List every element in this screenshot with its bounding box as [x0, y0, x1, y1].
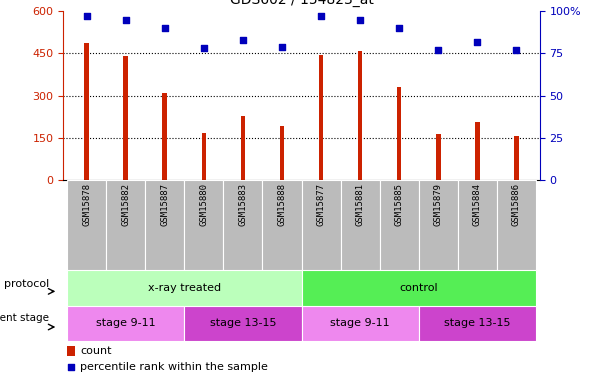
- Text: control: control: [399, 283, 438, 293]
- Bar: [458, 180, 497, 270]
- Bar: [302, 270, 536, 306]
- Text: stage 13-15: stage 13-15: [210, 318, 276, 328]
- Point: [472, 39, 482, 45]
- Bar: [223, 180, 262, 270]
- Bar: [418, 180, 458, 270]
- Bar: [106, 180, 145, 270]
- Point: [355, 16, 365, 22]
- Bar: [358, 51, 362, 180]
- Text: GSM15877: GSM15877: [317, 183, 326, 226]
- Point: [82, 13, 92, 19]
- Bar: [201, 133, 206, 180]
- Bar: [514, 136, 519, 180]
- Bar: [185, 306, 302, 341]
- Text: GSM15883: GSM15883: [238, 183, 247, 226]
- Bar: [84, 43, 89, 180]
- Point: [199, 45, 209, 51]
- Text: GSM15881: GSM15881: [356, 183, 365, 226]
- Point: [316, 13, 326, 19]
- Bar: [302, 306, 418, 341]
- Text: GSM15882: GSM15882: [121, 183, 130, 226]
- Text: GSM15886: GSM15886: [512, 183, 521, 226]
- Bar: [380, 180, 418, 270]
- Text: protocol: protocol: [4, 279, 49, 289]
- Text: GSM15884: GSM15884: [473, 183, 482, 226]
- Point: [121, 16, 131, 22]
- Bar: [67, 346, 75, 356]
- Bar: [67, 180, 106, 270]
- Text: development stage: development stage: [0, 313, 49, 323]
- Bar: [124, 56, 128, 180]
- Bar: [318, 56, 323, 180]
- Bar: [145, 180, 185, 270]
- Point: [511, 47, 521, 53]
- Bar: [475, 122, 479, 180]
- Bar: [262, 180, 302, 270]
- Text: stage 9-11: stage 9-11: [96, 318, 156, 328]
- Text: GSM15885: GSM15885: [394, 183, 403, 226]
- Text: GSM15878: GSM15878: [82, 183, 91, 226]
- Point: [277, 44, 287, 50]
- Point: [434, 47, 443, 53]
- Bar: [497, 180, 536, 270]
- Bar: [341, 180, 380, 270]
- Bar: [241, 116, 245, 180]
- Text: GSM15880: GSM15880: [200, 183, 209, 226]
- Bar: [436, 135, 441, 180]
- Bar: [185, 180, 223, 270]
- Bar: [162, 93, 167, 180]
- Point: [394, 25, 404, 31]
- Text: GSM15887: GSM15887: [160, 183, 169, 226]
- Bar: [280, 126, 285, 180]
- Title: GDS602 / 154823_at: GDS602 / 154823_at: [230, 0, 373, 8]
- Text: x-ray treated: x-ray treated: [148, 283, 221, 293]
- Point: [66, 364, 75, 370]
- Bar: [397, 87, 402, 180]
- Text: GSM15888: GSM15888: [277, 183, 286, 226]
- Point: [160, 25, 169, 31]
- Bar: [418, 306, 536, 341]
- Text: GSM15879: GSM15879: [434, 183, 443, 226]
- Text: stage 13-15: stage 13-15: [444, 318, 511, 328]
- Text: count: count: [80, 346, 112, 356]
- Text: stage 9-11: stage 9-11: [330, 318, 390, 328]
- Bar: [302, 180, 341, 270]
- Point: [238, 37, 248, 43]
- Text: percentile rank within the sample: percentile rank within the sample: [80, 362, 268, 372]
- Bar: [67, 306, 185, 341]
- Bar: [67, 270, 302, 306]
